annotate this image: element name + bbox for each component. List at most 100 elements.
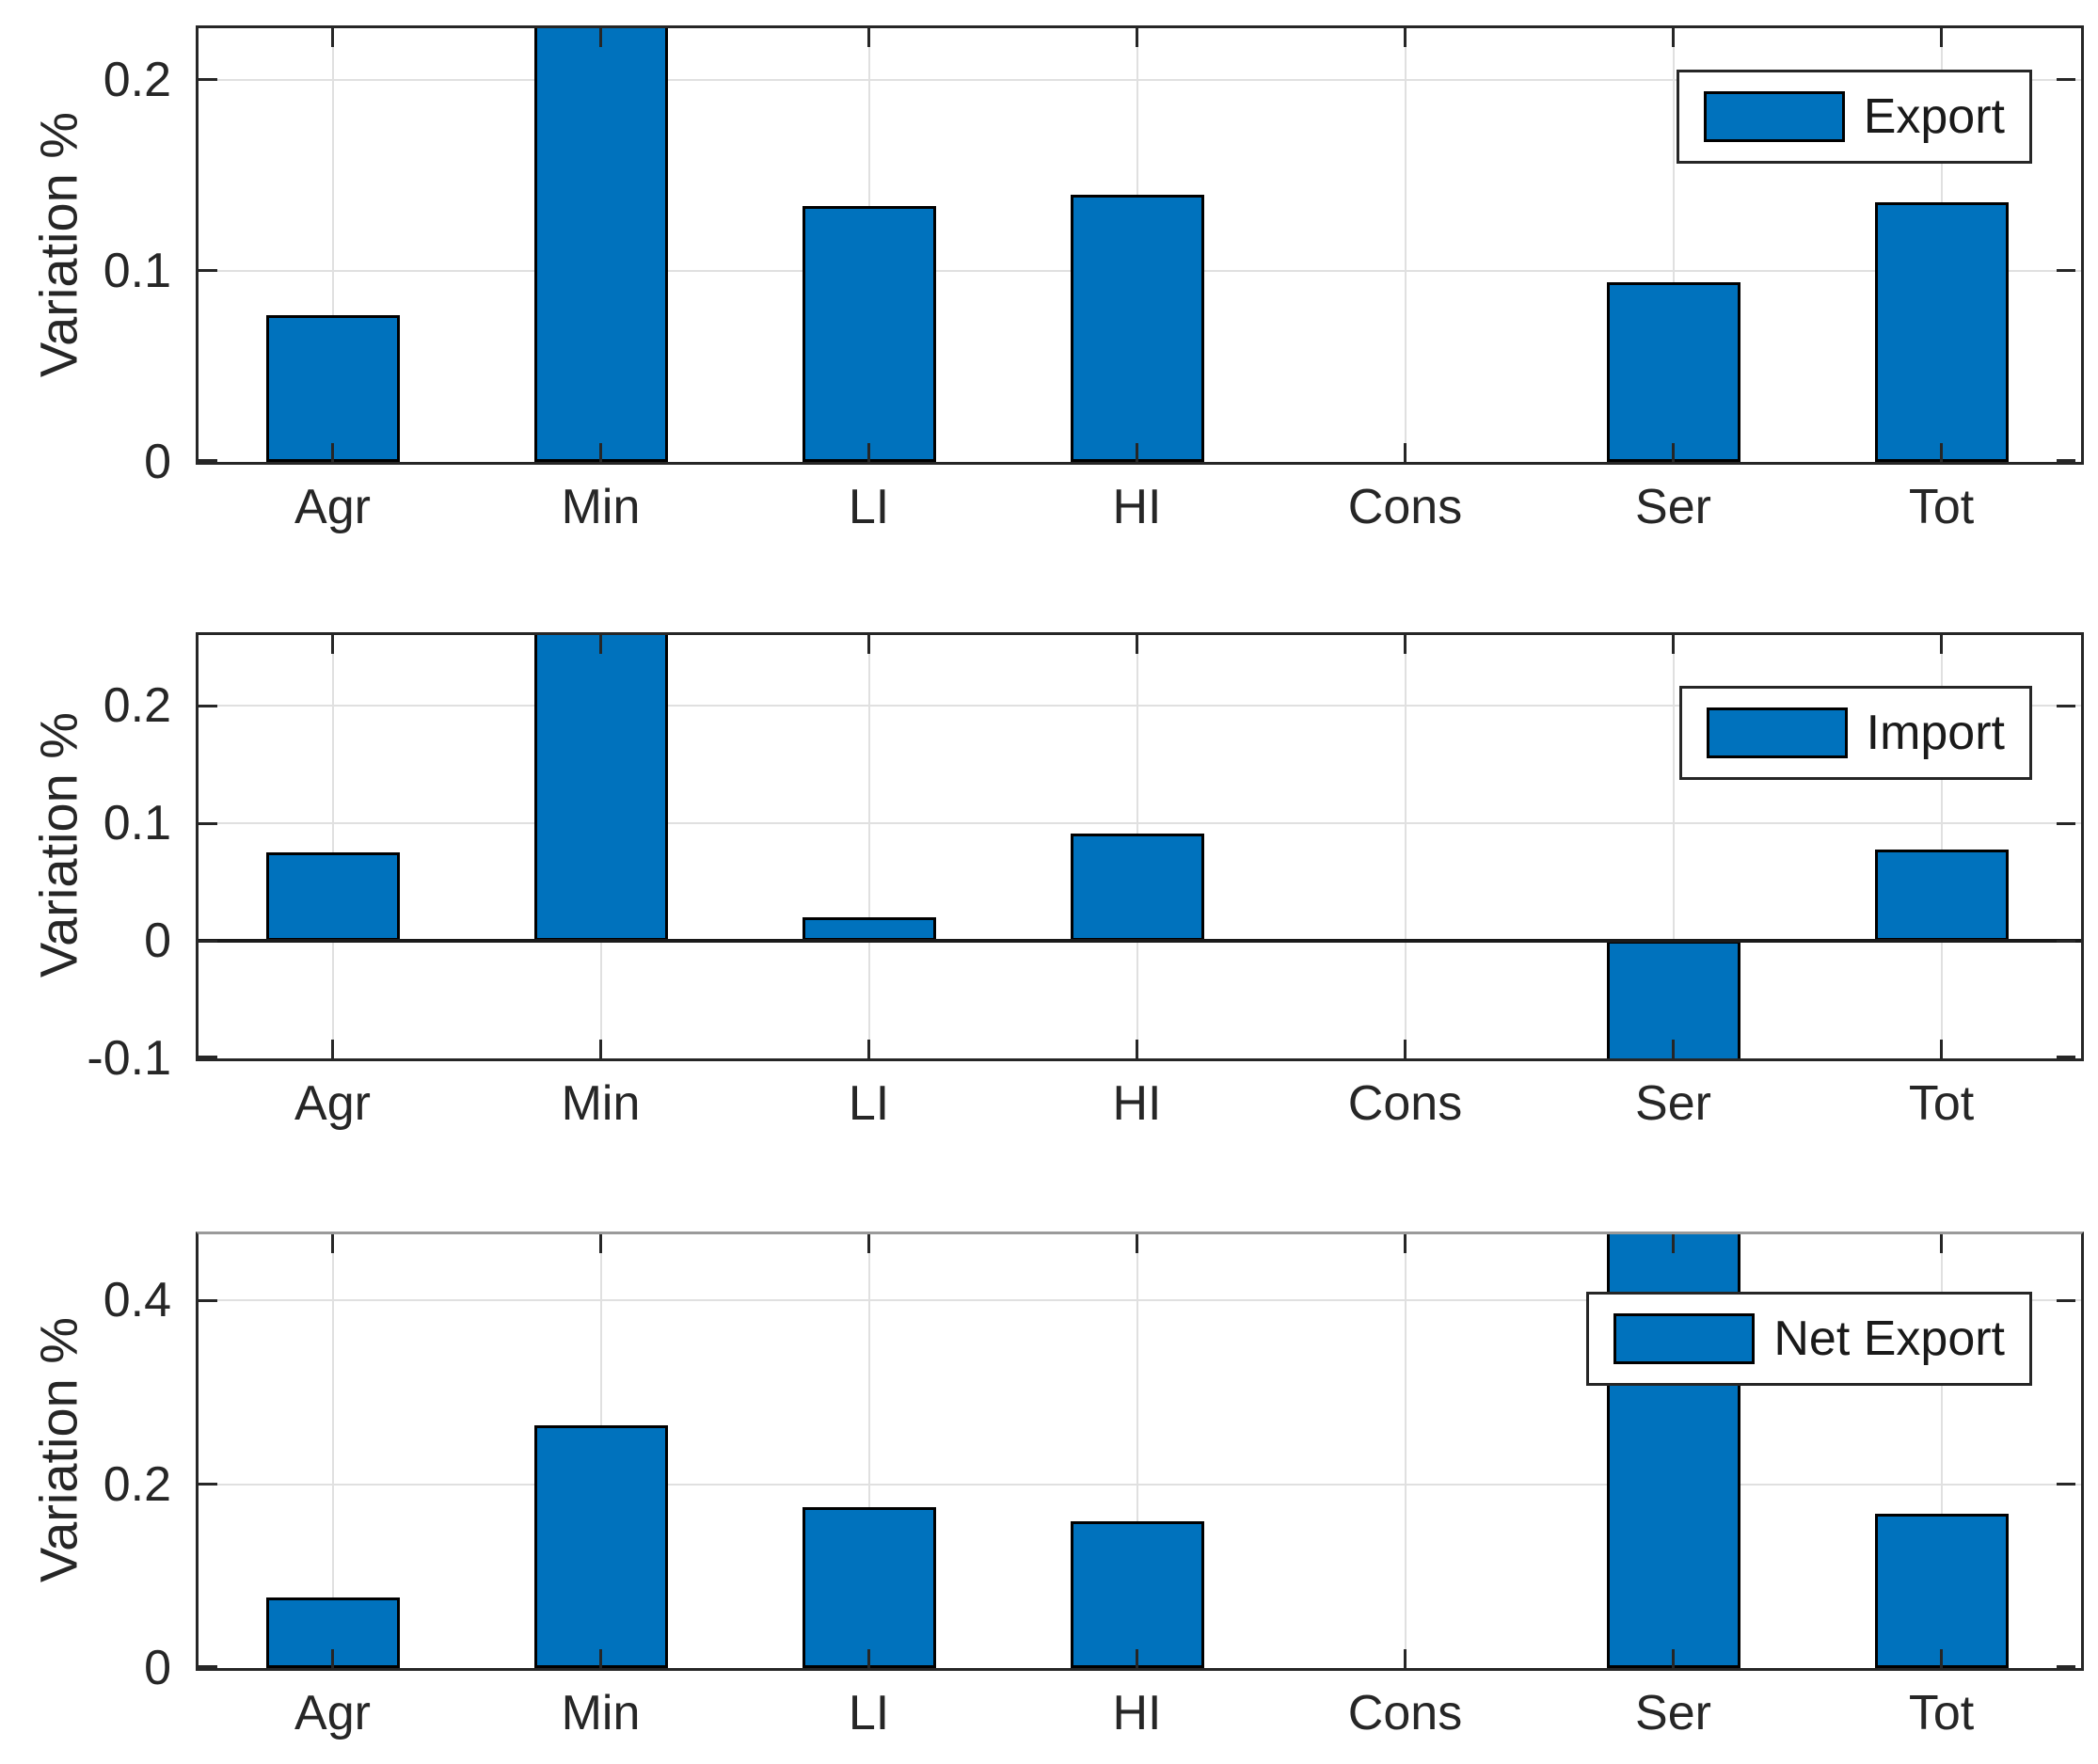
x-tick-label: Cons <box>1347 1686 1463 1740</box>
zero-baseline <box>199 939 2081 943</box>
x-tick-label: Min <box>561 480 641 534</box>
y-tick-mark <box>2057 1298 2075 1302</box>
bar-ser <box>1606 282 1740 462</box>
y-tick-label: 0.4 <box>103 1273 171 1328</box>
legend-swatch-icon <box>1703 91 1845 142</box>
y-tick-label: 0 <box>144 1641 171 1695</box>
x-tick-label: Agr <box>294 1076 371 1131</box>
x-tick-label: Ser <box>1635 1686 1711 1740</box>
vertical-gridline <box>1672 28 1675 462</box>
y-tick-label: 0.2 <box>103 678 171 733</box>
x-tick-label: Agr <box>294 480 371 534</box>
x-tick-mark <box>1136 28 1138 47</box>
y-tick-label: 0.1 <box>103 796 171 850</box>
x-tick-mark <box>1404 443 1407 462</box>
y-tick-mark <box>2057 939 2075 943</box>
x-tick-label: Min <box>561 1076 641 1131</box>
bar-hi <box>1070 1520 1204 1668</box>
vertical-gridline <box>1136 1234 1138 1668</box>
bar-hi <box>1070 194 1204 462</box>
x-tick-mark <box>331 443 334 462</box>
y-tick-label: 0 <box>144 435 171 489</box>
vertical-gridline <box>1404 28 1407 462</box>
x-tick-label: Tot <box>1908 1686 1975 1740</box>
y-tick-mark <box>199 459 217 462</box>
x-tick-mark <box>1940 1040 1943 1058</box>
x-tick-mark <box>1940 635 1943 654</box>
y-tick-label: -0.1 <box>87 1031 171 1086</box>
plot-area-import: Import <box>196 632 2084 1061</box>
bar-agr <box>265 314 400 462</box>
y-axis-label: Variation % <box>28 1316 88 1583</box>
bar-li <box>802 1507 936 1668</box>
x-tick-label: Min <box>561 1686 641 1740</box>
x-tick-mark <box>1404 28 1407 47</box>
legend-label: Export <box>1863 89 2005 144</box>
bar-agr <box>265 852 400 941</box>
y-tick-mark <box>2057 1056 2075 1058</box>
legend-swatch-icon <box>1706 707 1848 758</box>
y-tick-mark <box>199 269 217 273</box>
x-tick-mark <box>331 1649 334 1668</box>
vertical-gridline <box>331 635 334 1058</box>
vertical-gridline <box>1404 1234 1407 1668</box>
horizontal-gridline <box>199 1483 2081 1486</box>
x-tick-mark <box>1136 1234 1138 1253</box>
y-tick-mark <box>2057 1483 2075 1486</box>
x-tick-mark <box>867 1040 870 1058</box>
horizontal-gridline <box>199 1299 2081 1302</box>
y-tick-mark <box>2057 269 2075 273</box>
bar-li <box>802 917 936 941</box>
x-tick-mark <box>1672 28 1675 47</box>
vertical-gridline <box>1940 1234 1943 1668</box>
vertical-gridline <box>1940 635 1943 1058</box>
plot-area-export: Export <box>196 25 2084 465</box>
x-tick-mark <box>1672 1040 1675 1058</box>
legend-swatch-icon <box>1613 1313 1756 1364</box>
plot-area-net-export: Net Export <box>196 1232 2084 1671</box>
x-tick-mark <box>599 1234 602 1253</box>
vertical-gridline <box>1404 635 1407 1058</box>
x-tick-mark <box>867 28 870 47</box>
x-tick-label: HI <box>1112 1686 1162 1740</box>
x-tick-mark <box>331 1234 334 1253</box>
y-tick-mark <box>199 1483 217 1486</box>
y-tick-mark <box>2057 459 2075 462</box>
x-tick-mark <box>331 28 334 47</box>
vertical-gridline <box>867 1234 870 1668</box>
x-tick-mark <box>1672 635 1675 654</box>
bar-li <box>802 205 936 462</box>
x-tick-mark <box>1404 1649 1407 1668</box>
y-tick-mark <box>199 704 217 707</box>
vertical-gridline <box>1672 635 1675 1058</box>
y-tick-label: 0 <box>144 914 171 968</box>
x-tick-mark <box>599 443 602 462</box>
x-tick-label: Tot <box>1908 480 1975 534</box>
y-tick-mark <box>2057 821 2075 825</box>
x-tick-mark <box>1940 1234 1943 1253</box>
horizontal-gridline <box>199 822 2081 824</box>
x-tick-mark <box>1672 443 1675 462</box>
x-tick-mark <box>599 1040 602 1058</box>
x-tick-label: Tot <box>1908 1076 1975 1131</box>
x-tick-label: LI <box>848 1686 890 1740</box>
x-tick-label: HI <box>1112 480 1162 534</box>
x-tick-mark <box>1404 1234 1407 1253</box>
x-tick-mark <box>1940 443 1943 462</box>
x-tick-label: Ser <box>1635 480 1711 534</box>
x-tick-mark <box>1404 635 1407 654</box>
y-tick-mark <box>199 1665 217 1668</box>
x-tick-label: Ser <box>1635 1076 1711 1131</box>
bar-hi <box>1070 834 1204 941</box>
horizontal-gridline <box>199 78 2081 81</box>
x-tick-mark <box>599 28 602 47</box>
x-tick-mark <box>1136 635 1138 654</box>
x-tick-label: HI <box>1112 1076 1162 1131</box>
x-tick-label: Cons <box>1347 480 1463 534</box>
y-tick-mark <box>199 78 217 82</box>
y-tick-label: 0.2 <box>103 52 171 107</box>
bar-min <box>533 1425 668 1668</box>
x-tick-label: LI <box>848 480 890 534</box>
bar-tot <box>1874 849 2009 941</box>
legend-export: Export <box>1676 70 2032 164</box>
